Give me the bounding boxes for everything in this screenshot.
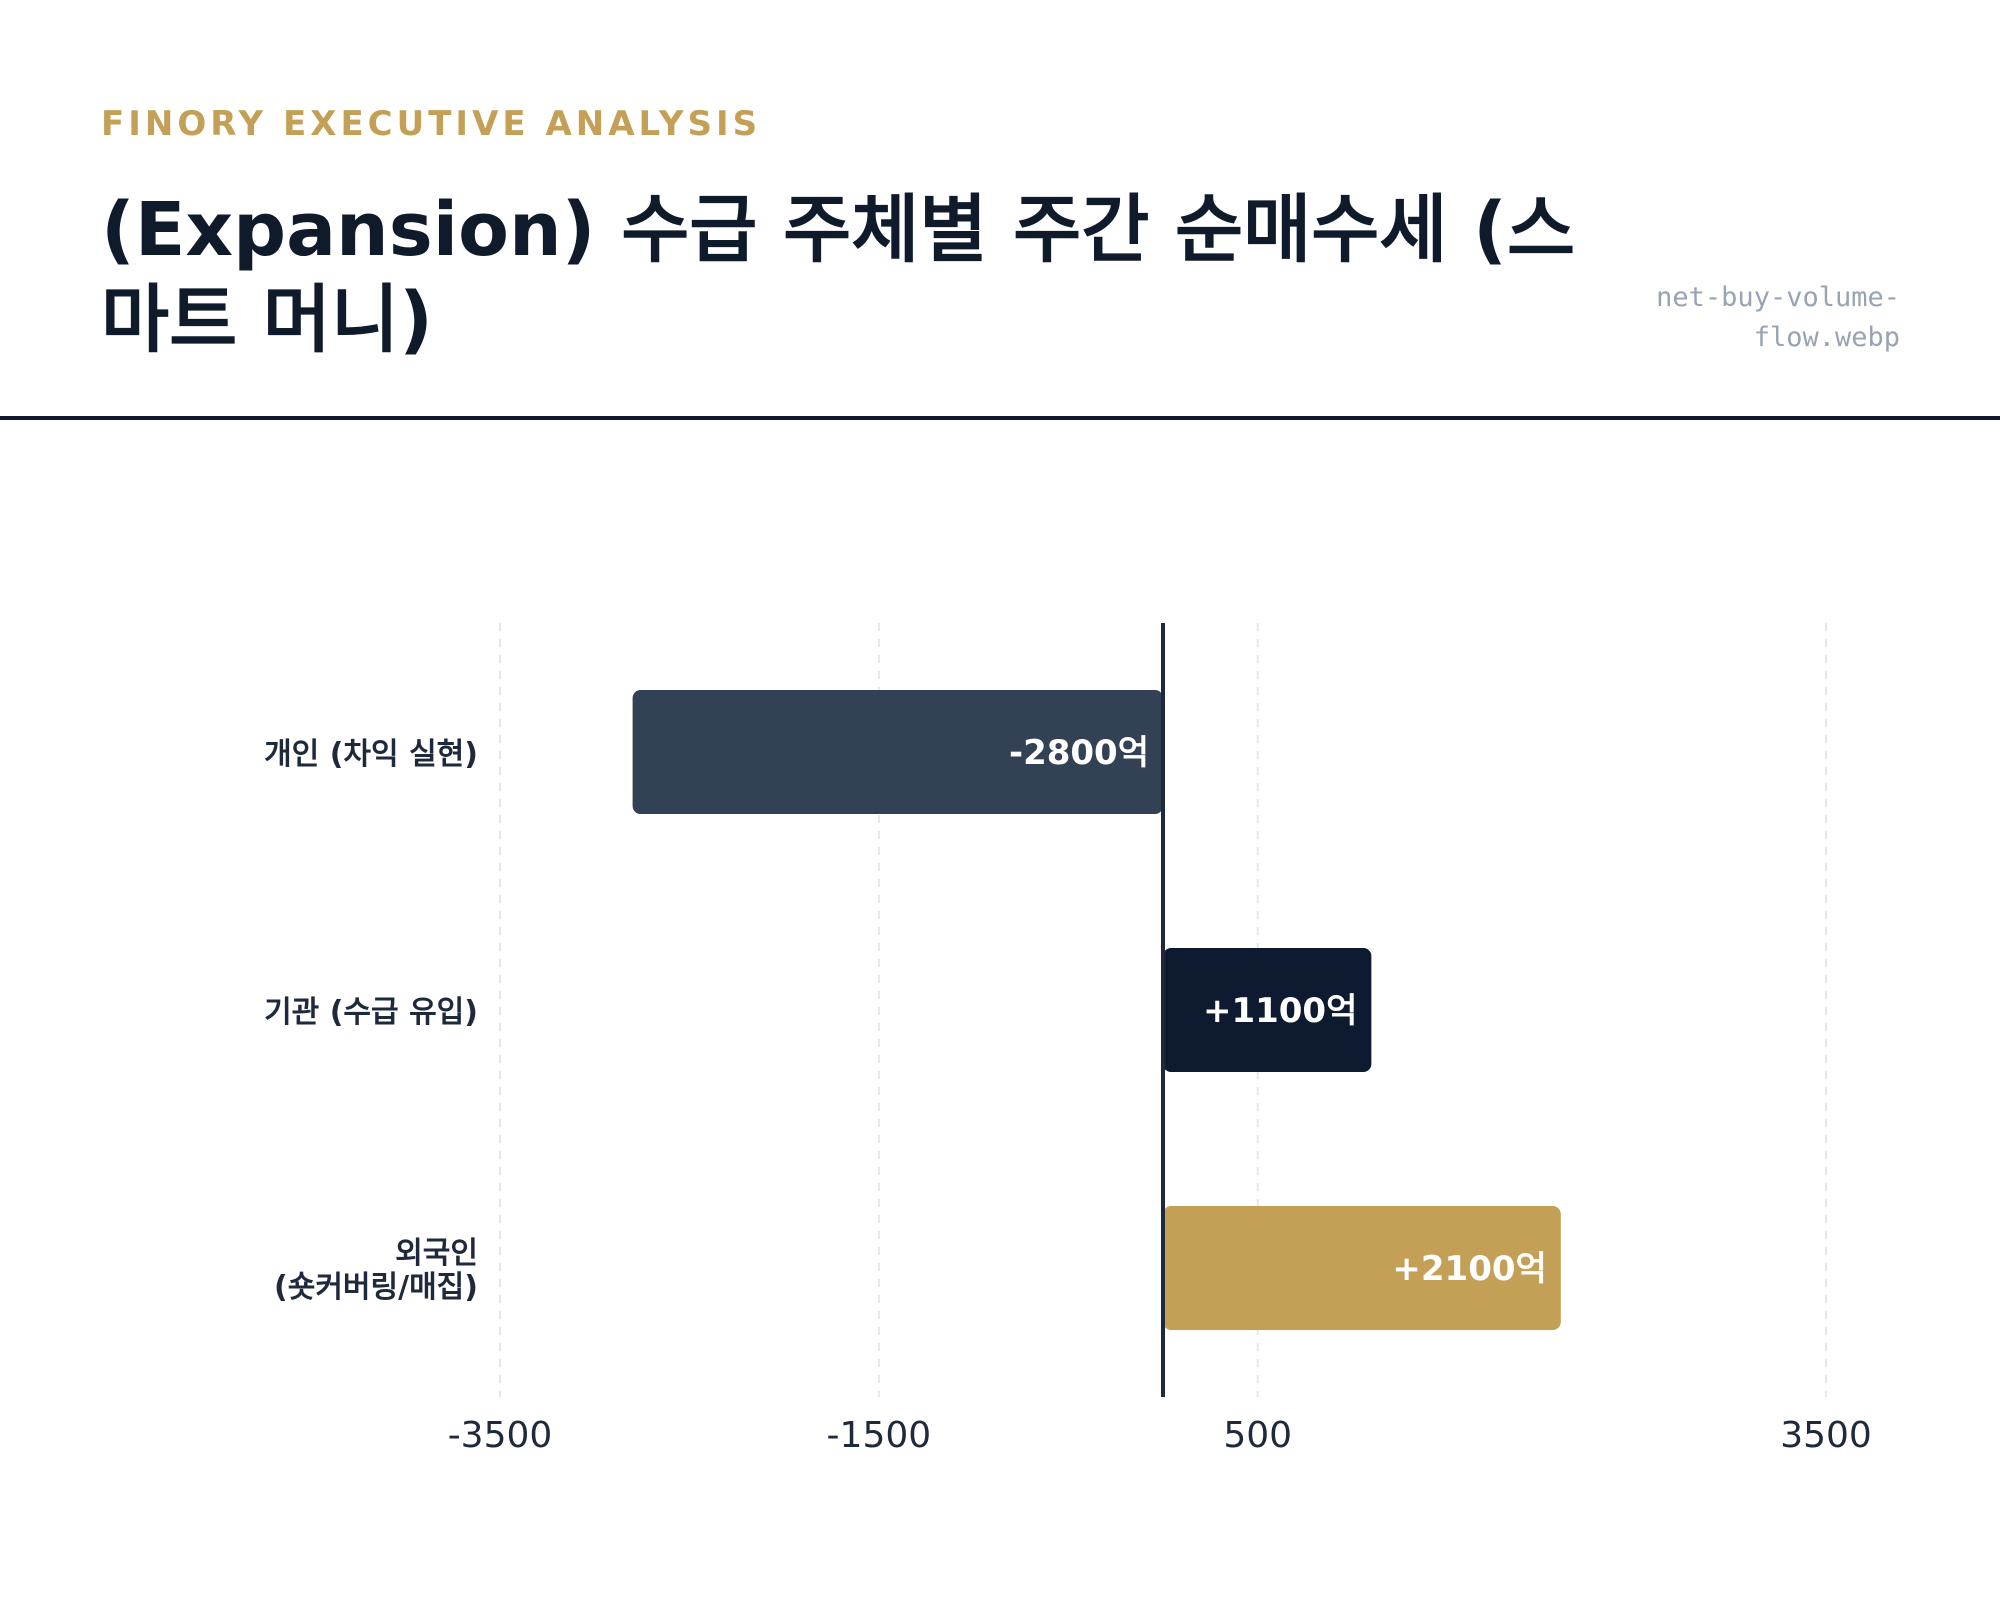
x-tick-label: -1500: [827, 1415, 932, 1456]
bar-value-label: +1100억: [1203, 991, 1357, 1031]
bar-value-label: -2800억: [1009, 733, 1149, 773]
eyebrow-label: FINORY EXECUTIVE ANALYSIS: [101, 104, 762, 144]
category-label: 개인 (차익 실현): [264, 737, 478, 772]
bar-2: [1163, 1206, 1561, 1330]
bar-1: [1163, 948, 1372, 1072]
axis-layer: -3500 -1500 500 3500 개인 (차익 실현) 기관 (수급 유입) 외국인…: [264, 623, 1872, 1456]
file-name: net-buy-volume-flow.webp: [1656, 282, 1900, 353]
bar-layer: -2800억 +1100억 +2100억: [632, 690, 1561, 1330]
category-label: 외국인 (숏커버링/매집): [274, 1236, 478, 1305]
bar-value-label: +2100억: [1392, 1249, 1546, 1289]
x-tick-label: 3500: [1780, 1415, 1872, 1456]
x-tick-label: 500: [1223, 1415, 1292, 1456]
x-tick-label: -3500: [448, 1415, 553, 1456]
category-label: 기관 (수급 유입): [264, 995, 478, 1030]
header-divider: [0, 416, 2000, 420]
bar-0: [632, 690, 1163, 814]
page-title: (Expansion) 수급 주체별 주간 순매수세 (스마트 머니): [101, 187, 1576, 363]
